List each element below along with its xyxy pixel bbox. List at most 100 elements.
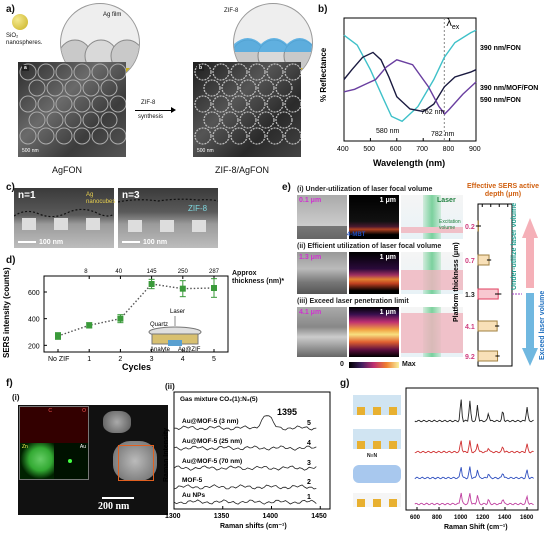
legend-390-mof-fon: 390 nm/MOF/FON <box>480 85 538 92</box>
f-xtick-label: 1450 <box>311 513 327 520</box>
scalebar-c1 <box>18 241 36 243</box>
d-point <box>55 333 61 339</box>
row1-scale: 1 μm <box>379 197 396 204</box>
selection-box <box>118 445 154 481</box>
g-schematics: N≡N <box>353 385 401 515</box>
f-series-line <box>173 499 317 505</box>
b-xtick-label: 900 <box>469 146 481 153</box>
legend-590-fon: 590 nm/FON <box>480 97 521 104</box>
d-point <box>86 322 93 329</box>
row3-title: (iii) Exceed laser penetration limit <box>297 298 409 305</box>
d-toptick-label: 145 <box>147 269 158 275</box>
d-toptick-label: 287 <box>209 269 220 275</box>
d-xtick-label: No ZIF <box>48 356 69 363</box>
g-xtick-label: 1200 <box>476 515 490 521</box>
nanocube-4 <box>128 220 142 232</box>
tem-n3-image: n=3 ZIF-8 100 nm <box>118 188 218 248</box>
sers-setup-inset <box>148 316 202 346</box>
under-label: Under-utilize laser volume <box>511 203 518 290</box>
inset-substrate-label: Ag@ZIF <box>178 347 201 353</box>
synthesis-arrow <box>135 110 173 111</box>
chart-b-frame <box>343 17 477 142</box>
g-xtick-label: 1400 <box>498 515 512 521</box>
d-toptick-label: 250 <box>178 269 189 275</box>
row2-map: 1 μm <box>349 252 399 294</box>
annot-580: 580 nm <box>376 128 400 135</box>
eds-zn: Zn <box>20 443 54 479</box>
agfon-caption: AgFON <box>52 165 83 175</box>
f-series-line <box>173 484 317 490</box>
d-point <box>117 315 124 322</box>
d-ytick-label: 600 <box>28 290 40 297</box>
g-post <box>357 499 365 507</box>
f-sub-i: (i) <box>12 393 20 402</box>
f-series-number: 4 <box>307 440 311 447</box>
g-series-line <box>414 399 534 423</box>
row3-scale: 1 μm <box>379 309 396 316</box>
chart-d-ylabel: SERS intensity (counts) <box>2 267 11 358</box>
chart-f-frame <box>173 391 331 510</box>
row2-schematic <box>401 252 463 294</box>
exceed-arrow-icon <box>522 293 538 366</box>
row1-layer <box>401 227 463 233</box>
row2-thickness: 1.3 μm <box>299 254 322 261</box>
colorbar-min: 0 <box>340 361 344 368</box>
d-xtick-label: 2 <box>118 356 122 363</box>
g-xtick-label: 1600 <box>520 515 534 521</box>
f-xtick-label: 1300 <box>165 513 181 520</box>
zif-agfon-caption: ZIF-8/AgFON <box>215 165 270 175</box>
f-series-number: 2 <box>307 479 311 486</box>
inset-quartz-label: Quartz <box>150 322 168 328</box>
arrow-bottom-label: synthesis <box>138 114 164 120</box>
under-arrow-icon <box>522 218 538 288</box>
f-series-line <box>173 445 317 451</box>
laser-label: Laser <box>437 197 456 204</box>
g-post <box>389 407 397 415</box>
f-series-line <box>174 415 317 431</box>
f-xtick-label: 1400 <box>263 513 279 520</box>
inset-sample <box>168 340 182 346</box>
row2-sem: 1.3 μm <box>297 252 347 294</box>
n1-label: n=1 <box>18 190 36 201</box>
row1-map: 1 μm <box>349 195 399 239</box>
f-series-line <box>173 465 317 471</box>
eds-o: O <box>54 407 88 443</box>
d-ytick-label: 200 <box>28 343 40 350</box>
g-xtick-label: 1000 <box>454 515 468 521</box>
reflectance-series-2 <box>343 51 477 113</box>
zif8-film-label: ZIF-8 <box>224 8 239 14</box>
f-series-label: Au@MOF-5 (25 nm) <box>182 438 242 445</box>
nanocube-6 <box>192 220 206 232</box>
d-xtick-label: 1 <box>87 356 91 363</box>
approx-thickness-label: Approx thickness (nm)* <box>232 270 285 285</box>
b-xtick-label: 800 <box>443 146 455 153</box>
g-film-4 <box>353 493 401 507</box>
n3-label: n=3 <box>122 190 140 201</box>
panel-f-label: f) <box>6 378 13 389</box>
g-xtick-label: 800 <box>432 515 443 521</box>
chart-e-frame <box>477 203 513 367</box>
b-xtick-label: 700 <box>416 146 428 153</box>
row2-title: (ii) Efficient utilization of laser foca… <box>297 243 442 250</box>
g-post <box>357 441 365 449</box>
g-series-line <box>414 466 534 480</box>
nanocube-2 <box>54 218 68 230</box>
eds-grid: C O Zn Au <box>19 406 89 480</box>
chart-f-ylabel: Raman Intensity <box>163 428 170 482</box>
d-xtick-label: 4 <box>181 356 185 363</box>
row3-layer <box>401 313 463 353</box>
g-post <box>373 499 381 507</box>
g-series-line <box>414 440 534 454</box>
particle-2 <box>113 441 157 481</box>
row2-layer <box>401 270 463 290</box>
f-series-number: 1 <box>307 494 311 501</box>
row1-schematic: Laser Excitation volume <box>401 195 463 239</box>
row3-map: 1 μm <box>349 307 399 357</box>
g-post <box>357 407 365 415</box>
inset-laser-label: Laser <box>170 309 185 315</box>
f-series-number: 3 <box>307 460 311 467</box>
raman-chart-f: Au NPs 1 MOF-5 2 Au@MOF-5 (70 nm) 3 Au@MOF-5 (… <box>163 391 331 530</box>
f-series-number: 5 <box>307 420 311 427</box>
lambda-ex-label: λex <box>446 17 459 31</box>
e-bar <box>477 320 498 332</box>
